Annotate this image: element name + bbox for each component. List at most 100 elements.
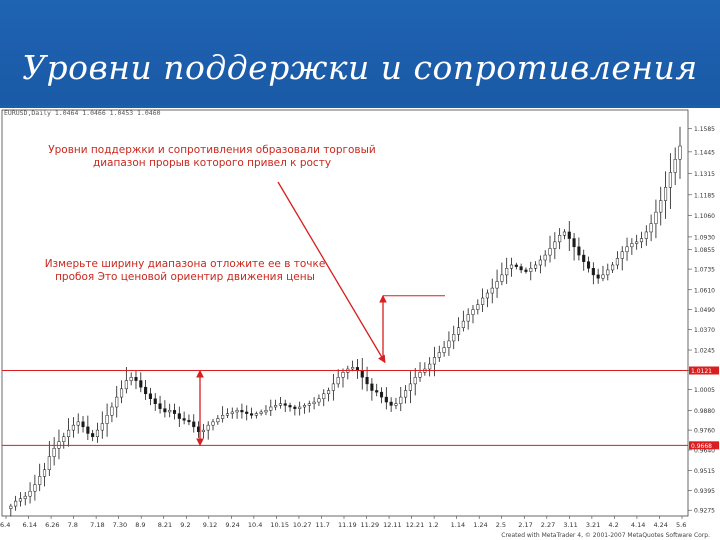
x-tick-label: 7.18 — [90, 521, 104, 529]
y-tick-label: 0.9515 — [694, 468, 715, 475]
candle-body — [553, 241, 557, 249]
candle-body — [375, 390, 379, 393]
candle-body — [404, 390, 408, 398]
x-tick-label: 3.11 — [563, 521, 577, 529]
candle-body — [524, 269, 528, 272]
candle-body — [611, 264, 615, 271]
candle-body — [115, 396, 119, 408]
x-tick-label: 4.14 — [631, 521, 645, 529]
candle-body — [317, 398, 321, 403]
candle-body — [659, 200, 663, 213]
candle-body — [230, 411, 234, 414]
candle-body — [379, 391, 384, 398]
x-tick-label: 3.21 — [586, 521, 600, 529]
candle-body — [187, 419, 191, 423]
candle-body — [558, 235, 562, 243]
candle-body — [177, 413, 181, 419]
candle-body — [129, 377, 133, 381]
y-tick-label: 1.0490 — [694, 307, 715, 314]
annotation-range-breakout: Уровни поддержки и сопротивления образов… — [48, 144, 376, 169]
candle-body — [562, 231, 567, 236]
x-tick-label: 9.24 — [225, 521, 239, 529]
candle-body — [245, 411, 249, 414]
candle-body — [302, 405, 307, 408]
y-tick-label: 1.1445 — [694, 149, 715, 156]
candle-body — [514, 264, 518, 267]
candle-body — [365, 377, 369, 385]
candle-body — [28, 490, 32, 497]
candle-body — [654, 211, 658, 224]
x-tick-label: 10.15 — [270, 521, 289, 529]
candle-body — [221, 415, 225, 419]
candle-body — [67, 429, 71, 437]
candle-body — [139, 380, 143, 388]
x-tick-label: 1.2 — [428, 521, 438, 529]
y-tick-label: 1.0855 — [694, 247, 715, 254]
candle-body — [615, 258, 619, 266]
candle-body — [649, 223, 653, 233]
y-tick-label: 1.0735 — [694, 267, 715, 274]
candle-body — [456, 327, 461, 335]
x-tick-label: 7.30 — [113, 521, 127, 529]
candle-body — [168, 410, 172, 413]
candle-body — [495, 281, 499, 289]
x-tick-label: 2.5 — [496, 521, 506, 529]
x-tick-label: 2.17 — [518, 521, 532, 529]
x-tick-label: 6.26 — [45, 521, 59, 529]
slide-title: Уровни поддержки и сопротивления — [22, 48, 698, 87]
candle-body — [283, 403, 287, 406]
candle-body — [582, 254, 586, 262]
candle-body — [327, 390, 331, 395]
x-tick-label: 2.27 — [541, 521, 555, 529]
candle-body — [153, 398, 157, 404]
candle-body — [211, 421, 215, 426]
candle-body — [485, 292, 489, 299]
level-tag-support — [689, 441, 719, 450]
x-tick-label: 11.29 — [361, 521, 380, 529]
candle-body — [625, 246, 629, 253]
candle-body — [110, 406, 114, 416]
candle-body — [447, 340, 451, 348]
candle-body — [534, 264, 538, 269]
y-tick-label: 1.0370 — [694, 327, 715, 334]
candle-body — [33, 484, 37, 492]
x-tick-label: 1.24 — [473, 521, 487, 529]
candle-body — [225, 413, 230, 416]
y-tick-label: 1.1315 — [694, 171, 715, 178]
candle-body — [668, 172, 672, 188]
candle-body — [62, 436, 66, 442]
y-tick-label: 0.9640 — [694, 447, 715, 454]
candle-body — [124, 380, 128, 390]
x-tick-label: 10.4 — [248, 521, 262, 529]
candle-body — [23, 495, 27, 499]
candle-body — [86, 426, 90, 434]
x-tick-label: 10.27 — [293, 521, 312, 529]
x-tick-label: 8.21 — [158, 521, 172, 529]
candle-body — [678, 145, 682, 160]
candle-body — [264, 410, 268, 413]
candle-body — [644, 231, 648, 239]
chart-header: EURUSD,Daily 1.0464 1.0466 1.0453 1.0460 — [4, 109, 161, 117]
breakout-pointer-arrow — [277, 181, 386, 364]
x-tick-label: 6.4 — [0, 521, 10, 529]
candle-body — [639, 238, 644, 243]
candle-body — [38, 476, 42, 485]
candle-body — [336, 377, 340, 385]
candle-body — [293, 406, 297, 409]
candle-body — [163, 408, 167, 413]
candle-body — [81, 421, 85, 428]
x-tick-label: 7.8 — [68, 521, 78, 529]
candle-body — [505, 268, 509, 276]
y-tick-label: 1.1185 — [694, 192, 715, 199]
candle-body — [47, 456, 51, 471]
candle-body — [172, 410, 177, 414]
candle-body — [399, 396, 403, 404]
candle-body — [442, 347, 446, 353]
candle-body — [543, 254, 547, 261]
candle-body — [95, 429, 100, 437]
candle-body — [206, 424, 210, 431]
candle-body — [370, 383, 374, 391]
x-tick-label: 6.14 — [23, 521, 37, 529]
candle-body — [14, 500, 18, 507]
candle-body — [144, 386, 148, 395]
